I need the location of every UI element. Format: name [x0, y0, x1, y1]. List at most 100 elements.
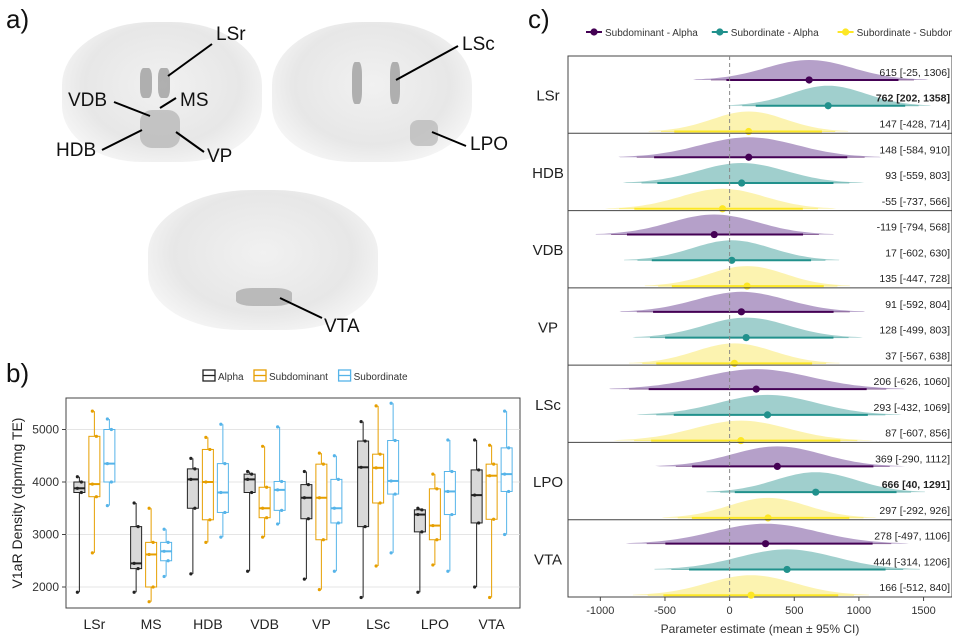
box-subordinate-hdb	[216, 422, 229, 539]
density-ridge	[613, 420, 874, 441]
mean-point	[761, 540, 770, 548]
estimate-label-hdb-1: 93 [-559, 803]	[885, 170, 950, 182]
mean-point	[764, 514, 772, 522]
interval-vta-0	[625, 523, 909, 548]
data-point	[166, 559, 170, 563]
interval-vta-1	[654, 549, 920, 574]
interval-lpo-0	[655, 446, 906, 471]
mean-point	[783, 565, 791, 574]
interval-hdb-1	[622, 163, 865, 187]
data-point	[492, 462, 496, 466]
mean-point	[824, 102, 832, 110]
region-label-vp: VP	[538, 320, 558, 337]
data-point	[477, 468, 481, 472]
box-body	[88, 435, 101, 498]
data-point	[79, 490, 83, 495]
mean-point	[710, 230, 718, 239]
y-axis-title: V1aR Density (dpm/mg TE)	[9, 418, 25, 589]
data-point	[151, 540, 155, 544]
data-point	[276, 488, 280, 492]
interval-hdb-2	[604, 188, 837, 213]
box-alpha-hdb	[186, 456, 199, 576]
data-point	[193, 467, 197, 471]
box-body	[372, 453, 385, 504]
data-point	[162, 527, 166, 531]
region-label-lsr: LSr	[536, 88, 559, 105]
data-point	[416, 506, 420, 510]
x-axis-title: Parameter estimate (mean ± 95% CI)	[661, 622, 860, 636]
region-label-vta: VTA	[324, 316, 360, 337]
lsr-stain	[140, 68, 152, 98]
box-body	[428, 488, 441, 541]
y-tick-label-0: 2000	[32, 580, 59, 594]
data-point	[147, 552, 151, 557]
data-point	[147, 600, 151, 604]
brain-section-middle	[272, 22, 472, 162]
data-point	[503, 532, 507, 537]
data-point	[136, 567, 140, 571]
legend-label-c2: Subordinate - Subdominant	[857, 28, 952, 39]
estimate-label-lsc-0: 206 [-626, 1060]	[874, 376, 951, 388]
data-point	[105, 462, 109, 466]
density-ridge	[622, 163, 865, 184]
data-point	[94, 495, 98, 499]
estimate-label-vdb-2: 135 [-447, 728]	[879, 273, 950, 285]
region-label-vp: VP	[207, 146, 233, 167]
density-ridge	[654, 549, 920, 570]
data-point	[136, 525, 140, 529]
box-body	[130, 526, 143, 570]
x-tick-label-0: -1000	[586, 605, 614, 617]
data-point	[250, 472, 254, 476]
estimate-label-lsr-0: 615 [-25, 1306]	[879, 67, 950, 79]
region-label-hdb: HDB	[56, 140, 97, 161]
mean-point	[737, 437, 745, 445]
region-label-vta: VTA	[534, 551, 562, 568]
density-ridge	[618, 137, 882, 158]
legend-label-c0: Subdominant - Alpha	[605, 28, 698, 39]
box-alpha-lsc	[357, 420, 370, 600]
x-tick-label-1: MS	[141, 616, 162, 632]
density-ridge	[609, 369, 905, 390]
data-point	[321, 462, 325, 466]
vta-stain	[236, 288, 292, 306]
box-subdominant-vdb	[258, 444, 271, 539]
interval-vdb-0	[595, 214, 834, 239]
data-point	[420, 530, 424, 534]
data-point	[332, 569, 336, 573]
data-point	[389, 401, 393, 405]
data-point	[223, 462, 227, 466]
lsr-stain-right	[158, 68, 170, 98]
interval-vta-2	[632, 575, 870, 599]
x-tick-label-2: HDB	[193, 616, 223, 632]
box-subdominant-lsr	[88, 409, 101, 555]
region-label-vdb: VDB	[68, 90, 108, 111]
x-tick-label-5: LSc	[366, 616, 390, 632]
box-subordinate-vdb	[273, 425, 286, 526]
data-point	[416, 512, 420, 517]
region-label-lpo: LPO	[470, 134, 509, 155]
mean-point	[747, 591, 755, 599]
data-point	[332, 454, 336, 458]
data-point	[132, 561, 136, 565]
mean-point	[743, 282, 751, 290]
data-point	[363, 525, 367, 529]
box-body	[103, 429, 116, 483]
interval-chart: Subdominant - Alpha Subordinate - Alpha Su…	[532, 28, 952, 636]
box-body	[387, 440, 400, 495]
lsc-stain-right	[390, 62, 400, 104]
data-point	[435, 487, 439, 491]
box-body	[145, 541, 158, 588]
interval-vp-1	[632, 317, 863, 342]
interval-lsc-1	[636, 394, 902, 419]
density-ridge	[636, 394, 902, 415]
data-point	[416, 590, 420, 594]
interval-lpo-1	[706, 472, 925, 496]
interval-vdb-2	[644, 266, 851, 290]
legend-key-dot-c1	[716, 28, 724, 36]
data-point	[105, 504, 109, 508]
legend-label-1: Subdominant	[269, 372, 328, 383]
data-point	[219, 490, 223, 495]
estimate-label-vp-1: 128 [-499, 803]	[879, 325, 950, 337]
data-point	[488, 443, 492, 447]
data-point	[363, 439, 367, 443]
